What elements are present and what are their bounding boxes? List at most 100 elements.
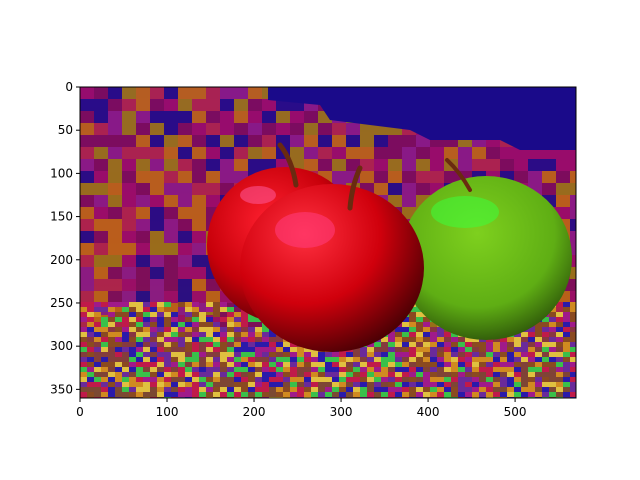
floor-speck — [437, 337, 444, 342]
floor-speck — [374, 387, 381, 392]
mosaic-tile — [220, 111, 234, 123]
floor-speck — [542, 387, 549, 392]
floor-speck — [94, 377, 101, 382]
mosaic-tile — [290, 147, 304, 159]
floor-speck — [101, 332, 108, 337]
floor-speck — [185, 302, 192, 307]
floor-speck — [416, 327, 423, 332]
floor-speck — [563, 327, 570, 332]
floor-speck — [549, 347, 556, 352]
floor-speck — [458, 367, 465, 372]
floor-speck — [472, 377, 479, 382]
mosaic-tile — [136, 267, 150, 279]
floor-speck — [395, 357, 402, 362]
mosaic-tile — [262, 111, 276, 123]
floor-speck — [402, 387, 409, 392]
floor-speck — [129, 302, 136, 307]
floor-speck — [94, 327, 101, 332]
floor-speck — [213, 347, 220, 352]
floor-speck — [136, 327, 143, 332]
floor-speck — [241, 357, 248, 362]
floor-speck — [465, 377, 472, 382]
floor-speck — [136, 357, 143, 362]
x-tick-label: 500 — [504, 405, 527, 419]
floor-speck — [395, 352, 402, 357]
floor-speck — [129, 387, 136, 392]
floor-speck — [374, 342, 381, 347]
floor-speck — [332, 352, 339, 357]
floor-speck — [493, 357, 500, 362]
floor-speck — [94, 367, 101, 372]
floor-speck — [192, 352, 199, 357]
floor-speck — [395, 392, 402, 397]
mosaic-tile — [150, 99, 164, 111]
floor-speck — [409, 312, 416, 317]
mosaic-tile — [178, 159, 192, 171]
floor-speck — [262, 362, 269, 367]
floor-speck — [234, 372, 241, 377]
floor-speck — [206, 382, 213, 387]
floor-speck — [122, 382, 129, 387]
mosaic-tile — [262, 147, 276, 159]
floor-speck — [87, 302, 94, 307]
mosaic-tile — [150, 87, 164, 99]
mosaic-tile — [192, 171, 206, 183]
mosaic-tile — [122, 171, 136, 183]
mosaic-tile — [136, 111, 150, 123]
mosaic-tile — [220, 171, 234, 183]
floor-speck — [549, 312, 556, 317]
floor-speck — [108, 387, 115, 392]
floor-speck — [514, 352, 521, 357]
floor-speck — [486, 372, 493, 377]
floor-speck — [234, 317, 241, 322]
mosaic-tile — [80, 231, 94, 243]
floor-speck — [157, 347, 164, 352]
mosaic-tile — [136, 219, 150, 231]
floor-speck — [493, 367, 500, 372]
floor-speck — [549, 337, 556, 342]
floor-speck — [80, 347, 87, 352]
floor-speck — [395, 372, 402, 377]
floor-speck — [535, 332, 542, 337]
floor-speck — [108, 322, 115, 327]
floor-speck — [157, 357, 164, 362]
floor-speck — [94, 332, 101, 337]
mosaic-tile — [80, 279, 94, 291]
floor-speck — [241, 352, 248, 357]
floor-speck — [465, 382, 472, 387]
floor-speck — [241, 392, 248, 397]
floor-speck — [325, 372, 332, 377]
floor-speck — [353, 357, 360, 362]
floor-speck — [563, 317, 570, 322]
floor-speck — [192, 372, 199, 377]
mosaic-tile — [416, 147, 430, 159]
mosaic-tile — [248, 147, 262, 159]
mosaic-tile — [80, 147, 94, 159]
mosaic-tile — [444, 147, 458, 159]
floor-speck — [472, 392, 479, 397]
mosaic-tile — [206, 291, 220, 303]
floor-speck — [262, 347, 269, 352]
floor-speck — [528, 392, 535, 397]
floor-speck — [87, 357, 94, 362]
floor-speck — [206, 302, 213, 307]
mosaic-tile — [136, 123, 150, 135]
floor-speck — [150, 372, 157, 377]
floor-speck — [556, 352, 563, 357]
floor-speck — [402, 322, 409, 327]
mosaic-tile — [178, 183, 192, 195]
floor-speck — [213, 327, 220, 332]
floor-speck — [80, 372, 87, 377]
floor-speck — [136, 377, 143, 382]
floor-speck — [248, 327, 255, 332]
floor-speck — [262, 337, 269, 342]
floor-speck — [101, 317, 108, 322]
floor-speck — [171, 362, 178, 367]
floor-speck — [535, 362, 542, 367]
mosaic-tile — [388, 183, 402, 195]
floor-speck — [122, 322, 129, 327]
floor-speck — [129, 337, 136, 342]
floor-speck — [227, 332, 234, 337]
floor-speck — [185, 337, 192, 342]
